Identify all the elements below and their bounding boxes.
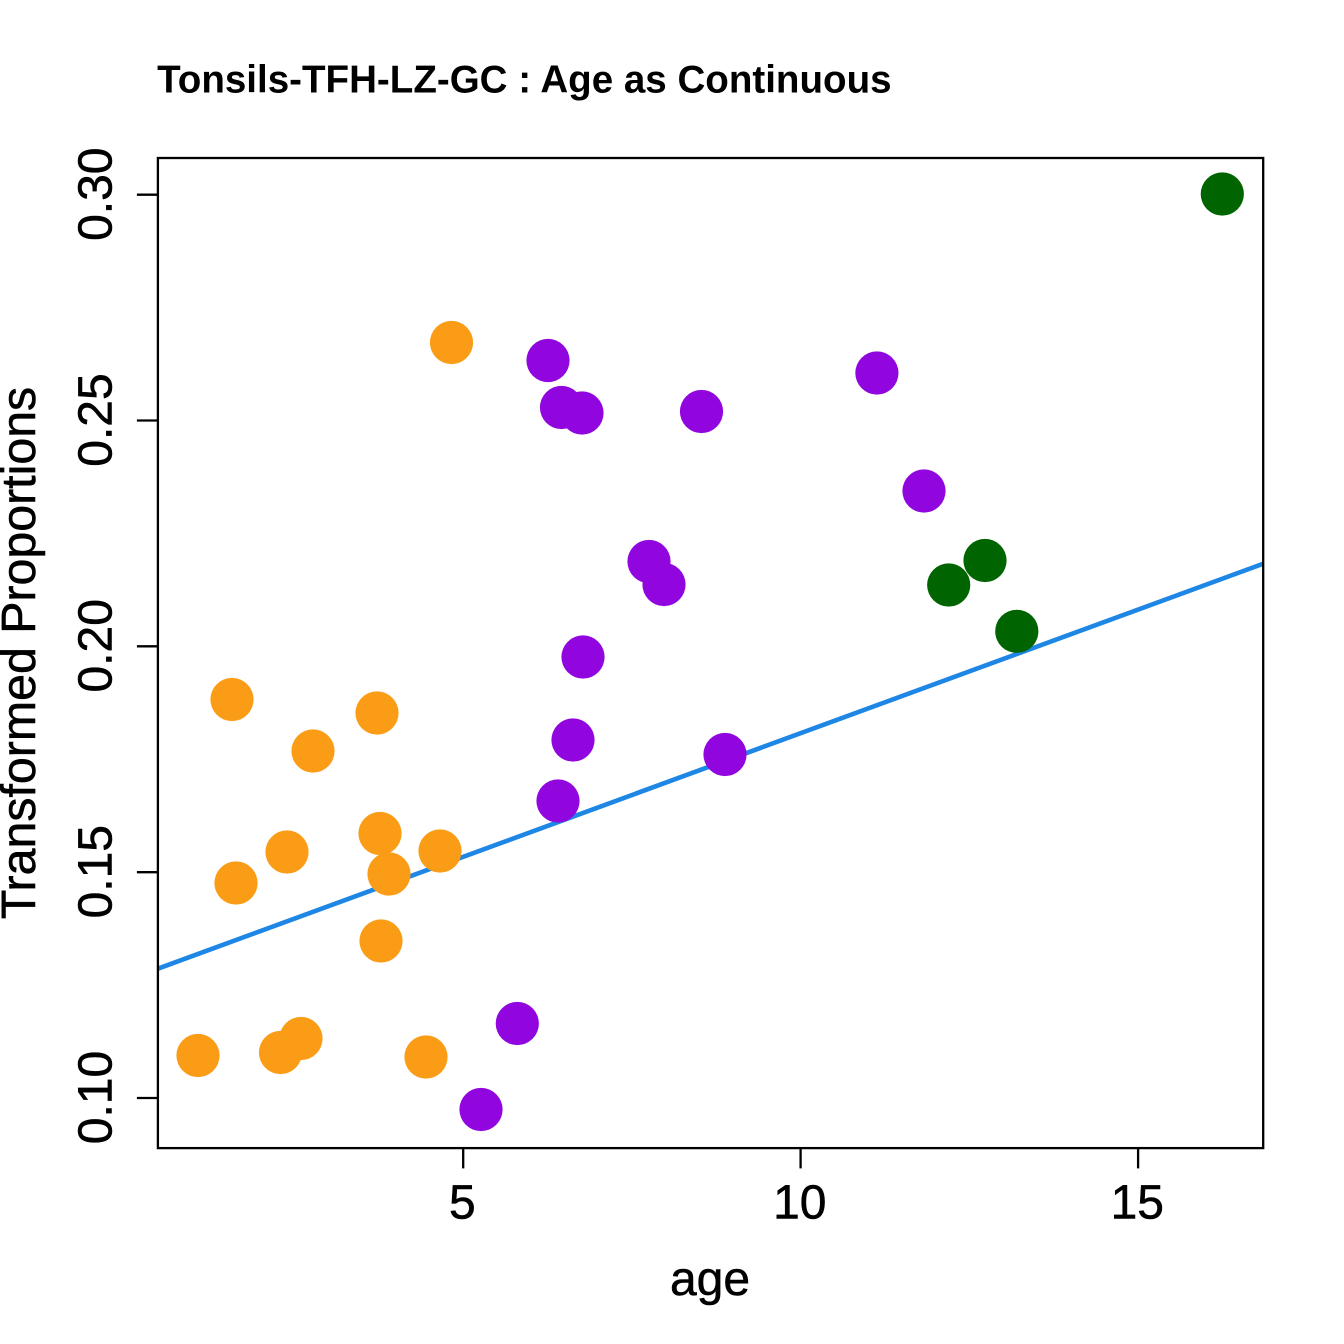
svg-text:5: 5 bbox=[449, 1177, 476, 1230]
svg-text:0.20: 0.20 bbox=[69, 599, 122, 692]
svg-text:age: age bbox=[670, 1253, 750, 1306]
svg-text:0.10: 0.10 bbox=[69, 1051, 122, 1144]
svg-text:0.15: 0.15 bbox=[69, 825, 122, 918]
svg-text:0.30: 0.30 bbox=[69, 147, 122, 240]
svg-text:15: 15 bbox=[1111, 1177, 1164, 1230]
svg-text:Transformed Proportions: Transformed Proportions bbox=[0, 387, 46, 919]
svg-text:0.25: 0.25 bbox=[69, 373, 122, 466]
svg-text:10: 10 bbox=[773, 1177, 826, 1230]
svg-text:Tonsils-TFH-LZ-GC : Age as Con: Tonsils-TFH-LZ-GC : Age as Continuous bbox=[157, 59, 891, 102]
